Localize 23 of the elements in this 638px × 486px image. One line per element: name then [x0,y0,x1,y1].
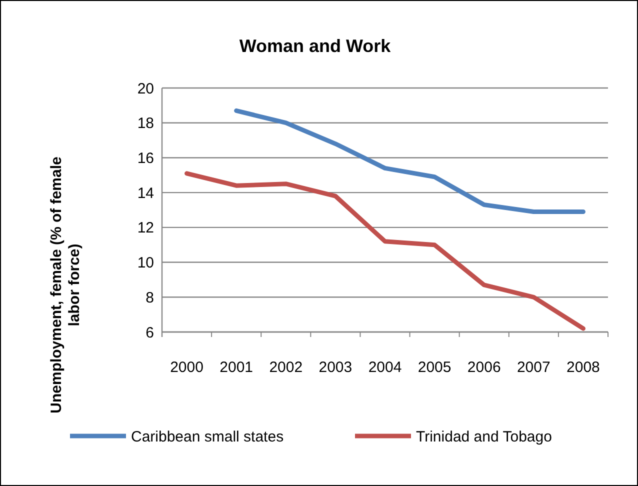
x-tick-label: 2001 [220,359,254,376]
x-tick-label: 2004 [368,359,402,376]
y-tick-label: 12 [137,220,154,237]
x-tick-label: 2006 [467,359,501,376]
x-tick-label: 2005 [418,359,452,376]
x-tick-label: 2007 [516,359,550,376]
y-tick-label: 20 [137,80,154,98]
x-tick-label: 2002 [269,359,303,376]
y-tick-label: 10 [137,254,154,272]
y-tick-label: 6 [146,324,154,342]
line-series [184,171,586,331]
line-series [234,108,586,214]
chart-title: Woman and Work [239,36,392,56]
x-tick-label: 2008 [566,359,600,376]
y-tick-label: 16 [137,150,154,167]
y-tick-label: 18 [137,115,154,132]
y-axis-title: Unemployment, female (% of female labor force) [48,156,83,414]
x-tick-label: 2000 [170,359,204,376]
legend-label: Caribbean small states [131,428,284,446]
x-tick-label: 2003 [318,359,352,376]
y-tick-label: 14 [137,184,154,202]
legend-label: Trinidad and Tobago [416,428,552,446]
y-tick-label: 8 [146,289,154,306]
